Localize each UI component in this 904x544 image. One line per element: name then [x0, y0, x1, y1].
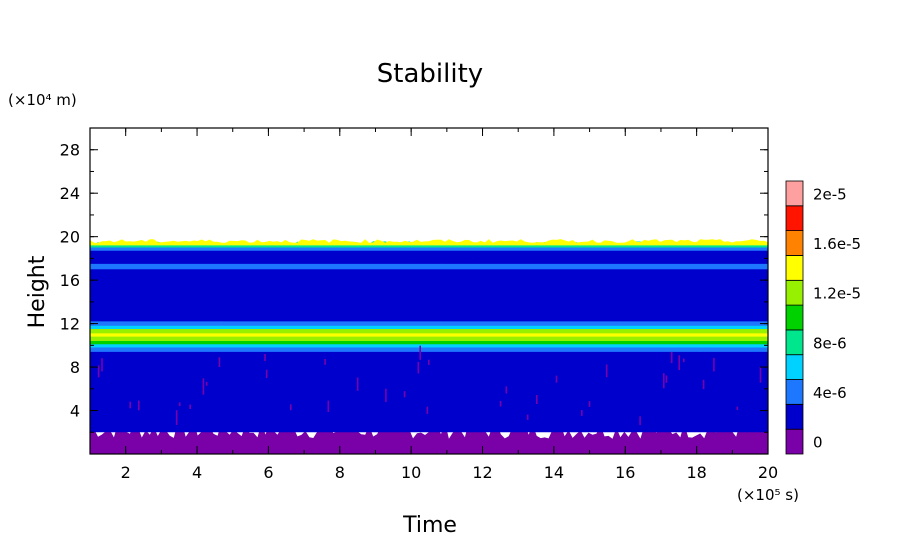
contour-streak: [327, 400, 330, 412]
contour-streak: [178, 402, 181, 407]
colorbar-label: 0: [813, 434, 823, 452]
contour-streak: [665, 375, 668, 383]
contour-streak: [736, 406, 739, 410]
contour-streak: [417, 361, 420, 374]
x-tick-label: 12: [472, 463, 492, 482]
x-tick-label: 20: [758, 463, 778, 482]
x-tick-label: 14: [544, 463, 564, 482]
y-tick-label: 4: [70, 402, 80, 421]
contour-streak: [713, 357, 715, 372]
contour-streak: [403, 391, 406, 398]
contour-streak: [264, 354, 266, 362]
x-tick-label: 8: [335, 463, 345, 482]
x-tick-label: 2: [121, 463, 131, 482]
colorbar-label: 8e-6: [813, 334, 847, 352]
contour-streak: [605, 364, 608, 378]
colorbar-swatch: [785, 329, 804, 356]
contour-streak: [702, 379, 705, 390]
contour-streak: [290, 404, 292, 411]
contour-streak: [670, 351, 673, 364]
colorbar-swatch: [785, 255, 804, 281]
contour-field: [90, 239, 768, 454]
contour-streak: [678, 355, 680, 371]
y-tick-label: 20: [60, 228, 80, 247]
x-tick-label: 16: [615, 463, 635, 482]
contour-streak: [683, 358, 685, 363]
contour-streak: [175, 410, 178, 425]
contour-streak: [588, 401, 591, 407]
x-tick-label: 4: [192, 463, 202, 482]
colorbar-swatch: [785, 205, 804, 232]
contour-band-5: [90, 332, 768, 341]
y-axis-ticks: 4 8 12 16 20 24 28: [60, 127, 768, 433]
y-tick-label: 8: [70, 358, 80, 377]
y-tick-label: 12: [60, 315, 80, 334]
colorbar: 0 4e-6 8e-6 1.2e-5 1.6e-5 2e-5: [785, 180, 861, 455]
y-tick-label: 28: [60, 141, 80, 160]
colorbar-swatch: [785, 354, 804, 380]
colorbar-swatch: [785, 230, 804, 256]
x-axis-label: Time: [402, 513, 457, 538]
chart-title: Stability: [377, 59, 483, 89]
contour-streak: [499, 400, 502, 407]
contour-streak: [324, 359, 326, 365]
colorbar-label: 1.2e-5: [813, 285, 861, 303]
contour-streak: [526, 414, 529, 420]
contour-streak: [138, 400, 140, 411]
colorbar-swatch: [785, 304, 804, 331]
contour-band-1: [90, 347, 768, 433]
x-tick-label: 6: [263, 463, 273, 482]
colorbar-swatch: [785, 428, 804, 455]
contour-streak: [419, 345, 421, 360]
x-unit-label: (×10⁵ s): [737, 486, 799, 504]
plot-frame: [89, 127, 769, 455]
contour-streak: [101, 358, 103, 372]
x-tick-label: 18: [686, 463, 706, 482]
contour-streak: [581, 410, 583, 416]
y-tick-label: 16: [60, 271, 80, 290]
y-tick-label: 24: [60, 184, 80, 203]
contour-streak: [202, 378, 205, 395]
contour-streak: [505, 386, 508, 394]
contour-streak: [265, 369, 268, 379]
contour-streak: [205, 381, 208, 386]
contour-spikes: [97, 345, 762, 426]
contour-streak: [663, 373, 665, 389]
contour-streak: [356, 377, 359, 391]
contour-streak: [639, 416, 641, 426]
contour-streak: [385, 388, 387, 403]
contour-band-16: [90, 239, 768, 246]
contour-streak: [536, 395, 538, 404]
colorbar-swatch: [785, 379, 804, 405]
contour-streak: [97, 365, 100, 378]
contour-streak: [555, 375, 558, 383]
colorbar-label: 2e-5: [813, 185, 847, 203]
contour-streak: [129, 401, 131, 409]
contour-band-15: [90, 241, 768, 248]
x-axis-ticks: 2 4 6 8 10 12 14 16 18 20: [89, 128, 778, 482]
contour-streak: [218, 357, 221, 367]
colorbar-label: 4e-6: [813, 384, 847, 402]
contour-streak: [426, 406, 429, 414]
colorbar-swatch: [785, 403, 804, 430]
contour-streak: [189, 404, 191, 409]
contour-streak: [759, 366, 762, 383]
contour-band-10: [90, 265, 768, 322]
y-unit-label: (×10⁴ m): [8, 91, 77, 109]
contour-streak: [428, 359, 430, 365]
y-axis-label: Height: [25, 255, 50, 328]
colorbar-swatch: [785, 180, 804, 207]
x-tick-label: 10: [401, 463, 421, 482]
colorbar-swatch: [785, 279, 804, 306]
colorbar-label: 1.6e-5: [813, 235, 861, 253]
